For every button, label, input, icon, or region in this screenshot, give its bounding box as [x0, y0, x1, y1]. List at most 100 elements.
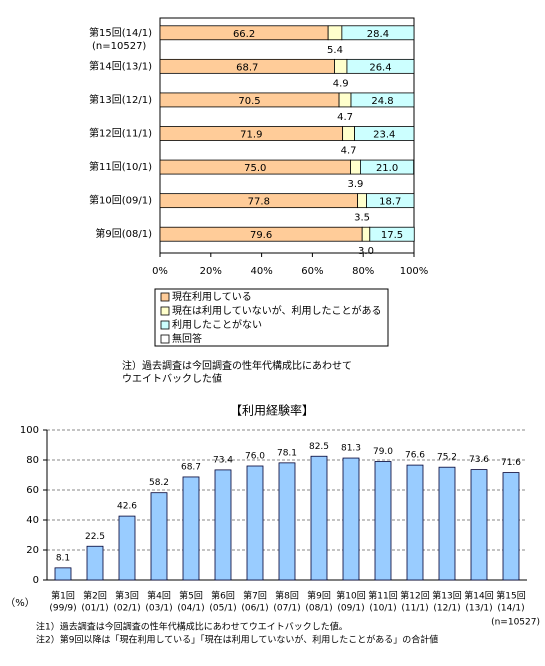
x-tick-label: 80% [352, 266, 374, 277]
value-label: 68.7 [181, 462, 201, 472]
value-label: 5.4 [327, 45, 343, 56]
value-label: 71.6 [501, 458, 521, 468]
x-tick-label: 第2回 [83, 590, 107, 602]
x-tick-label: (06/1) [241, 604, 268, 614]
bar-segment [354, 126, 415, 141]
y-tick-label: 20 [26, 545, 39, 556]
bar [54, 567, 72, 581]
legend-label: 現在は利用していないが、利用したことがある [172, 304, 382, 317]
value-label: 66.2 [233, 29, 255, 40]
value-label: 75.2 [437, 453, 457, 463]
x-tick-label: (01/1) [81, 604, 108, 614]
x-tick-label: 第1回 [51, 590, 75, 602]
value-label: 3.0 [358, 246, 374, 257]
x-tick-label: 100% [400, 266, 429, 277]
bar-segment [357, 193, 367, 209]
bar [278, 462, 296, 581]
x-tick-label: (07/1) [273, 604, 300, 614]
annotation: (n=10527) [491, 618, 540, 628]
x-tick-label: (12/1) [433, 604, 460, 614]
bar-segment [361, 226, 371, 242]
value-label: 23.4 [373, 130, 395, 141]
category-label: 第11回(10/1) [89, 160, 152, 173]
bar-segment [342, 126, 355, 141]
bar [118, 515, 136, 581]
value-label: 79.6 [250, 230, 272, 241]
x-tick-label: (13/1) [465, 604, 492, 614]
value-label: 81.3 [341, 444, 361, 454]
x-tick-label: 第13回 [432, 590, 461, 602]
x-tick-label: (02/1) [113, 604, 140, 614]
x-tick-label: (14/1) [497, 604, 524, 614]
x-tick-label: 第14回 [464, 590, 493, 602]
legend-swatch [160, 334, 170, 344]
bar-segment [350, 159, 361, 175]
value-label: 73.6 [469, 455, 489, 465]
value-label: 4.7 [341, 146, 357, 157]
bar [214, 469, 232, 581]
legend-label: 現在利用している [172, 291, 252, 303]
x-tick-label: (09/1) [337, 604, 364, 614]
value-label: 78.1 [277, 448, 297, 458]
category-label: 第14回(13/1) [89, 59, 152, 72]
x-tick-label: 20% [200, 266, 222, 277]
legend-frame [154, 288, 389, 347]
value-label: 17.5 [381, 230, 403, 241]
value-label: 73.4 [213, 455, 233, 465]
bar-segment [327, 25, 343, 41]
x-tick-label: (04/1) [177, 604, 204, 614]
bar [502, 472, 520, 581]
y-tick-label: 0 [33, 575, 39, 586]
value-label: 79.0 [373, 447, 393, 457]
bar-segment [341, 25, 415, 41]
bar [310, 455, 328, 581]
chart-title: 【利用経験率】 [230, 403, 314, 418]
value-label: 4.9 [333, 78, 349, 89]
y-tick-label: 40 [26, 515, 39, 526]
x-tick-label: 第4回 [147, 590, 171, 602]
value-label: 76.0 [245, 452, 265, 462]
bar-segment [346, 58, 415, 74]
value-label: 21.0 [376, 163, 398, 174]
x-tick-label: 第7回 [243, 590, 267, 602]
value-label: 68.7 [236, 62, 258, 73]
x-tick-label: (05/1) [209, 604, 236, 614]
bar [150, 492, 168, 581]
x-tick-label: 0% [152, 266, 168, 277]
bar-segment [338, 92, 352, 108]
category-label: 第10回(09/1) [89, 194, 152, 207]
annotation: (n=10527) [92, 41, 146, 52]
category-label: 第13回(12/1) [89, 93, 152, 106]
value-label: 3.5 [354, 213, 370, 224]
bar [438, 466, 456, 581]
note: 注2）第9回以降は「現在利用している」「現在は利用していないが、利用したことがあ… [36, 634, 438, 646]
bar [406, 464, 424, 581]
x-tick-label: 第15回 [496, 590, 525, 602]
x-tick-label: (08/1) [305, 604, 332, 614]
value-label: 8.1 [56, 553, 70, 563]
x-tick-label: (03/1) [145, 604, 172, 614]
value-label: 3.9 [347, 179, 363, 190]
bar-segment [366, 193, 415, 209]
bar [470, 469, 488, 581]
x-tick-label: 40% [250, 266, 272, 277]
y-tick-label: 60 [26, 485, 39, 496]
x-tick-label: 第9回 [307, 590, 331, 602]
bar [374, 461, 392, 581]
bar [342, 457, 360, 581]
value-label: 26.4 [369, 62, 391, 73]
legend-swatch [160, 320, 170, 330]
x-tick-label: 第3回 [115, 590, 139, 602]
value-label: 24.8 [371, 96, 393, 107]
bar-segment [334, 58, 348, 74]
bar [86, 545, 104, 581]
value-label: 75.0 [244, 163, 266, 174]
x-tick-label: 第6回 [211, 590, 235, 602]
x-tick-label: (99/9) [49, 604, 76, 614]
x-tick-label: 60% [301, 266, 323, 277]
legend-label: 無回答 [172, 332, 202, 345]
y-tick-label: 80 [26, 455, 39, 466]
note: 注）過去調査は今回調査の性年代構成比にあわせて [122, 359, 352, 372]
value-label: 82.5 [309, 442, 329, 452]
